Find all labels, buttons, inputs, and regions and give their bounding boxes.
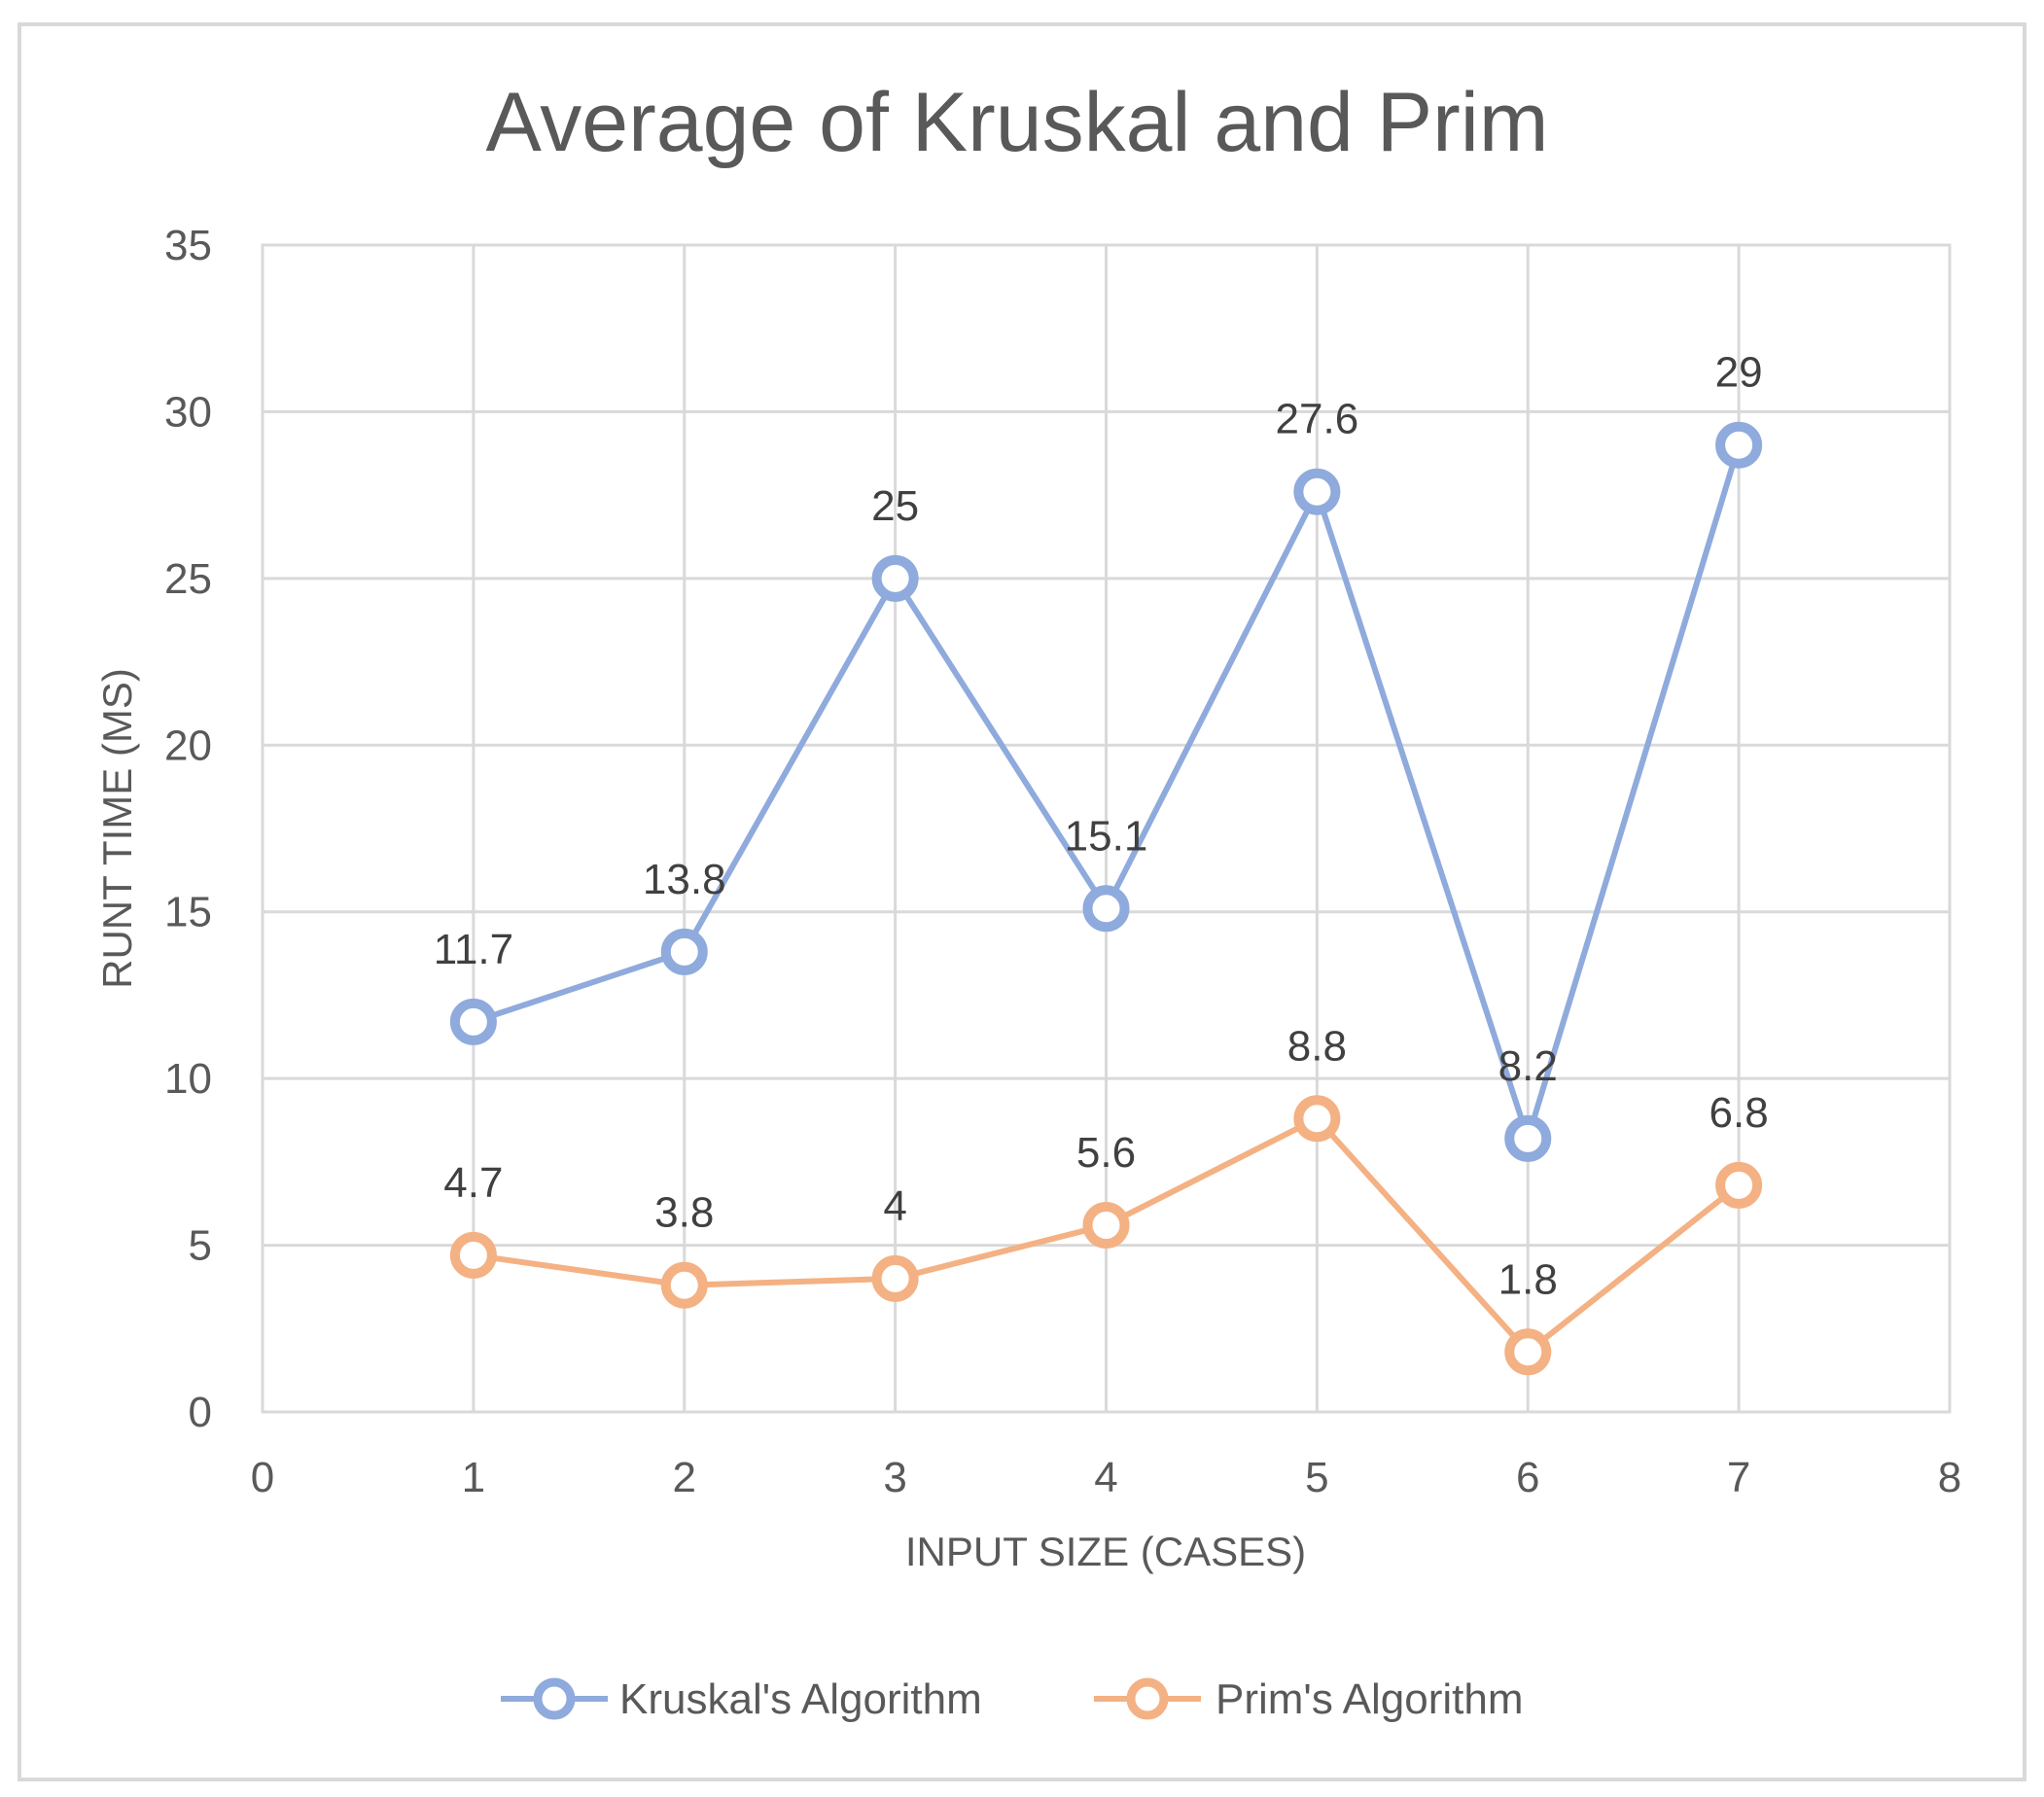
y-tick-label: 0 — [189, 1389, 212, 1436]
data-point-prim[interactable] — [1715, 1161, 1763, 1209]
data-point-prim[interactable] — [1293, 1095, 1341, 1143]
y-tick-label: 30 — [164, 388, 212, 436]
data-point-kruskal[interactable] — [1715, 421, 1763, 469]
data-label-kruskal: 15.1 — [1065, 812, 1148, 860]
y-axis-title: RUNT TIME (MS) — [94, 668, 140, 989]
legend-label-prim: Prim's Algorithm — [1216, 1675, 1523, 1723]
x-tick-label: 8 — [1938, 1454, 1961, 1501]
data-label-prim: 4.7 — [443, 1159, 503, 1207]
legend-item-kruskal[interactable]: Kruskal's Algorithm — [501, 1675, 982, 1723]
data-label-prim: 4 — [883, 1182, 906, 1230]
legend-marker-kruskal — [533, 1677, 576, 1720]
y-tick-label: 25 — [164, 555, 212, 603]
plot-area: 0 5 10 15 20 25 30 35 0 1 2 3 4 5 6 7 8 11.7 13.8 25 15.1 2… — [164, 222, 1961, 1501]
y-tick-label: 15 — [164, 889, 212, 936]
data-label-prim: 6.8 — [1709, 1089, 1769, 1137]
data-point-prim[interactable] — [871, 1254, 919, 1302]
chart-area-border — [18, 22, 2026, 1781]
data-point-kruskal[interactable] — [449, 998, 497, 1045]
y-tick-label: 35 — [164, 222, 212, 269]
x-tick-label: 2 — [673, 1454, 696, 1501]
data-point-kruskal[interactable] — [1293, 468, 1341, 515]
x-axis-title: INPUT SIZE (CASES) — [905, 1529, 1306, 1574]
data-label-prim: 5.6 — [1076, 1129, 1136, 1177]
series-kruskal: 11.7 13.8 25 15.1 27.6 8.2 29 — [434, 349, 1763, 1162]
y-tick-label: 5 — [189, 1222, 212, 1270]
x-tick-label: 0 — [251, 1454, 274, 1501]
gridlines — [261, 243, 1952, 1414]
data-label-prim: 3.8 — [654, 1189, 714, 1237]
data-label-prim: 1.8 — [1498, 1255, 1558, 1303]
data-label-kruskal: 27.6 — [1276, 396, 1359, 443]
data-label-kruskal: 29 — [1715, 349, 1763, 397]
y-tick-label: 10 — [164, 1055, 212, 1103]
x-tick-label: 6 — [1516, 1454, 1539, 1501]
x-tick-label: 7 — [1727, 1454, 1750, 1501]
data-label-kruskal: 25 — [871, 482, 919, 530]
data-point-kruskal[interactable] — [871, 554, 919, 602]
x-axis-tick-labels: 0 1 2 3 4 5 6 7 8 — [251, 1454, 1961, 1501]
data-point-kruskal[interactable] — [1504, 1114, 1552, 1162]
y-axis-tick-labels: 0 5 10 15 20 25 30 35 — [164, 222, 212, 1436]
legend: Kruskal's Algorithm Prim's Algorithm — [501, 1675, 1523, 1723]
x-tick-label: 5 — [1305, 1454, 1328, 1501]
data-point-prim[interactable] — [449, 1231, 497, 1279]
data-label-kruskal: 13.8 — [643, 856, 726, 903]
chart-title: Average of Kruskal and Prim — [485, 76, 1548, 169]
data-label-kruskal: 11.7 — [434, 926, 513, 973]
legend-item-prim[interactable]: Prim's Algorithm — [1094, 1675, 1523, 1723]
data-label-kruskal: 8.2 — [1498, 1042, 1558, 1090]
legend-label-kruskal: Kruskal's Algorithm — [619, 1675, 982, 1723]
data-point-kruskal[interactable] — [660, 928, 708, 975]
x-tick-label: 3 — [883, 1454, 906, 1501]
y-tick-label: 20 — [164, 722, 212, 769]
data-label-prim: 8.8 — [1287, 1022, 1347, 1070]
x-tick-label: 1 — [462, 1454, 485, 1501]
legend-marker-prim — [1126, 1677, 1169, 1720]
data-point-prim[interactable] — [1082, 1202, 1130, 1249]
data-point-prim[interactable] — [1504, 1328, 1552, 1376]
data-point-kruskal[interactable] — [1082, 885, 1130, 933]
x-tick-label: 4 — [1094, 1454, 1117, 1501]
series-layer: 11.7 13.8 25 15.1 27.6 8.2 29 4.7 3.8 4 5.6 8.8 1.8 6… — [434, 349, 1769, 1376]
series-prim: 4.7 3.8 4 5.6 8.8 1.8 6.8 — [443, 1022, 1769, 1376]
data-point-prim[interactable] — [660, 1261, 708, 1309]
